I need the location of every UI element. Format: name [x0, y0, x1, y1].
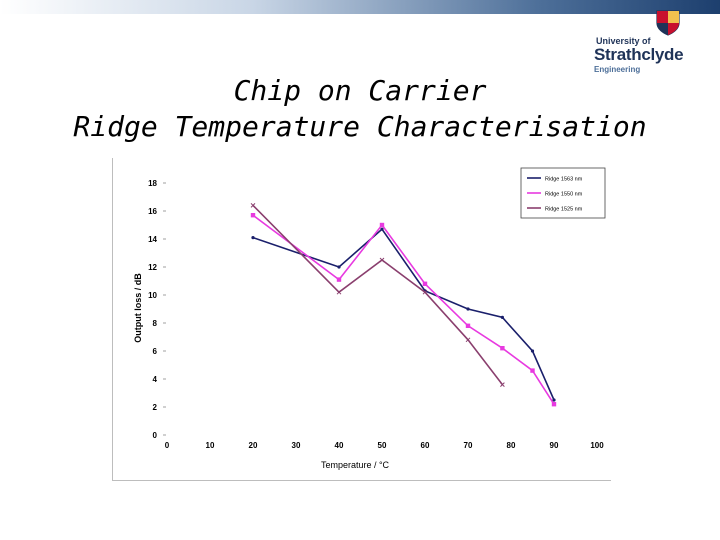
x-tick-label: 60	[421, 441, 430, 450]
legend-entry: Ridge 1525 nm	[545, 207, 583, 213]
data-point	[465, 323, 471, 328]
data-point	[379, 222, 385, 228]
chart-axes: 0 2 4 6 8 10 12 14 16 18 0 10 20 30 40 50 60 70 80 90 100	[148, 179, 604, 450]
x-tick-label: 30	[292, 441, 301, 450]
slide-title: Chip on Carrier Ridge Temperature Charac…	[0, 73, 720, 145]
y-tick-label: 18	[148, 179, 157, 188]
series-line	[252, 204, 504, 386]
data-point	[466, 307, 470, 311]
y-tick-label: 6	[153, 347, 158, 356]
y-tick-label: 0	[153, 431, 158, 440]
logo-university-of: University of	[596, 36, 651, 46]
x-tick-label: 80	[507, 441, 516, 450]
y-tick-label: 4	[153, 375, 158, 384]
data-point	[530, 368, 535, 373]
x-tick-label: 0	[165, 441, 170, 450]
y-tick-label: 12	[148, 263, 157, 272]
y-tick-label: 2	[153, 403, 158, 412]
data-point	[552, 398, 556, 402]
logo-engineering: Engineering	[594, 65, 641, 74]
chart-panel: 0 2 4 6 8 10 12 14 16 18 0 10 20 30 40 50 60 70 80 90 100 Ri…	[112, 158, 611, 481]
slide-title-line1: Chip on Carrier	[233, 74, 487, 107]
crest-icon	[656, 10, 680, 36]
series-line	[252, 228, 555, 401]
x-tick-label: 10	[206, 441, 215, 450]
y-axis-label: Output loss / dB	[133, 273, 143, 343]
x-tick-label: 50	[378, 441, 387, 450]
y-tick-label: 8	[153, 319, 158, 328]
data-point	[251, 236, 255, 240]
data-point	[379, 257, 385, 263]
top-gradient-bar	[0, 0, 720, 14]
data-point	[336, 277, 342, 282]
y-tick-label: 16	[148, 207, 157, 216]
slide-title-line2: Ridge Temperature Characterisation	[73, 110, 647, 143]
series-line	[252, 214, 555, 405]
legend-entry: Ridge 1563 nm	[545, 177, 583, 183]
data-point	[500, 346, 505, 351]
data-point	[250, 213, 256, 218]
data-point	[551, 402, 557, 407]
data-point	[500, 315, 504, 319]
data-point	[336, 289, 342, 295]
y-tick-label: 14	[148, 235, 157, 244]
data-point	[500, 382, 505, 387]
line-chart: 0 2 4 6 8 10 12 14 16 18 0 10 20 30 40 50 60 70 80 90 100 Ri…	[133, 167, 606, 470]
x-tick-label: 90	[550, 441, 559, 450]
data-point	[422, 281, 428, 286]
x-tick-label: 100	[590, 441, 604, 450]
data-point	[380, 227, 384, 231]
data-point	[337, 265, 341, 269]
chart-plot-area	[250, 203, 557, 407]
x-tick-label: 70	[464, 441, 473, 450]
legend-entry: Ridge 1550 nm	[545, 192, 583, 198]
data-point	[465, 337, 471, 343]
data-point	[422, 289, 428, 295]
x-tick-label: 40	[335, 441, 344, 450]
logo-strathclyde: Strathclyde	[594, 45, 684, 64]
y-tick-label: 10	[148, 291, 157, 300]
chart-legend: Ridge 1563 nm Ridge 1550 nm Ridge 1525 nm	[520, 167, 606, 219]
data-point	[530, 349, 535, 353]
data-point	[250, 203, 256, 208]
university-logo: University of Strathclyde Engineering	[594, 8, 706, 78]
x-axis-label: Temperature / °C	[321, 460, 390, 470]
x-tick-label: 20	[249, 441, 258, 450]
